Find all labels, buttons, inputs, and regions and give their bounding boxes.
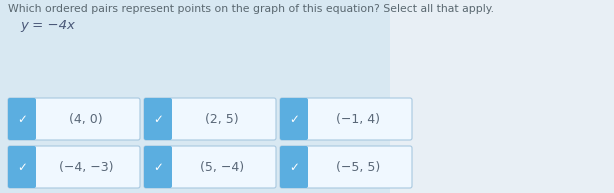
Bar (282, 148, 306, 186)
Text: (5, −4): (5, −4) (200, 161, 244, 174)
Bar (10, 100, 34, 138)
Bar (158, 100, 171, 138)
FancyBboxPatch shape (280, 98, 308, 140)
FancyBboxPatch shape (144, 146, 172, 188)
Text: ✓: ✓ (17, 161, 27, 174)
FancyBboxPatch shape (8, 98, 36, 140)
Text: ✓: ✓ (289, 161, 299, 174)
Text: ✓: ✓ (153, 113, 163, 125)
FancyBboxPatch shape (280, 146, 412, 188)
FancyBboxPatch shape (144, 146, 276, 188)
Bar (146, 100, 170, 138)
Text: (2, 5): (2, 5) (205, 113, 239, 125)
Bar (294, 100, 307, 138)
Text: ✓: ✓ (153, 161, 163, 174)
Text: y = −4x: y = −4x (20, 19, 75, 32)
Text: (−5, 5): (−5, 5) (336, 161, 380, 174)
Text: (4, 0): (4, 0) (69, 113, 103, 125)
Bar (158, 148, 171, 186)
Bar (146, 148, 170, 186)
Text: ✓: ✓ (289, 113, 299, 125)
FancyBboxPatch shape (8, 146, 140, 188)
FancyBboxPatch shape (144, 98, 172, 140)
Bar (22, 148, 35, 186)
Bar (282, 100, 306, 138)
FancyBboxPatch shape (8, 98, 140, 140)
Text: Which ordered pairs represent points on the graph of this equation? Select all t: Which ordered pairs represent points on … (8, 4, 494, 14)
Bar (22, 100, 35, 138)
Bar (390, 0, 614, 193)
Text: ✓: ✓ (17, 113, 27, 125)
FancyBboxPatch shape (280, 98, 412, 140)
Bar (294, 148, 307, 186)
Bar (10, 148, 34, 186)
Text: (−4, −3): (−4, −3) (59, 161, 113, 174)
FancyBboxPatch shape (144, 98, 276, 140)
FancyBboxPatch shape (8, 146, 36, 188)
Text: (−1, 4): (−1, 4) (336, 113, 380, 125)
FancyBboxPatch shape (280, 146, 308, 188)
